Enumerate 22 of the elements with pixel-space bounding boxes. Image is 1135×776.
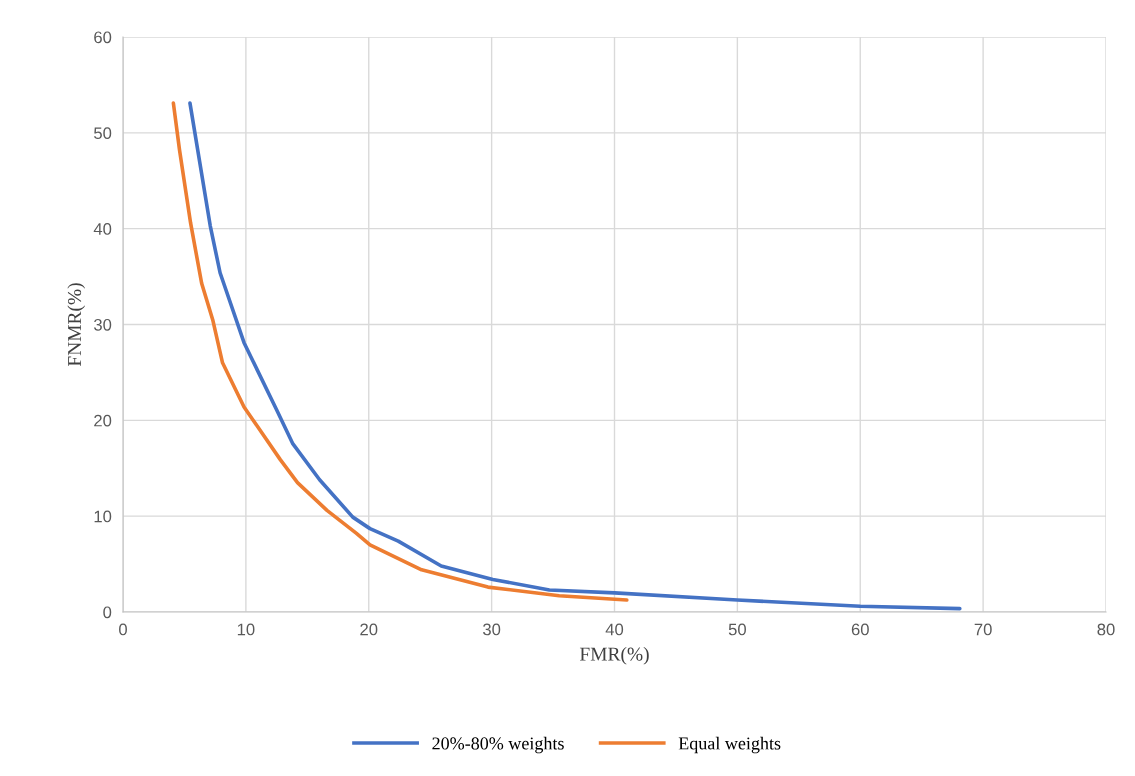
y-axis-title: FNMR(%) (67, 283, 86, 367)
y-tick-label: 30 (93, 318, 112, 331)
legend-label: 20%-80% weights (432, 736, 564, 754)
x-tick-label: 80 (1097, 623, 1115, 636)
x-tick-label: 60 (851, 623, 869, 636)
x-axis-title: FMR(%) (579, 646, 649, 665)
y-tick-label: 20 (94, 414, 112, 427)
x-tick-label: 40 (605, 623, 624, 636)
line-series (188, 101, 962, 611)
x-tick-label: 50 (728, 623, 746, 636)
line-series (171, 101, 629, 602)
x-tick-label: 0 (119, 623, 127, 636)
y-tick-label: 40 (93, 223, 112, 235)
legend-label: Equal weights (678, 736, 781, 754)
y-tick-label: 50 (94, 127, 112, 140)
y-tick-label: 60 (94, 31, 112, 44)
x-tick-label: 10 (237, 623, 255, 636)
y-tick-label: 10 (94, 510, 112, 523)
x-tick-label: 20 (360, 623, 378, 636)
x-tick-label: 30 (482, 623, 501, 636)
x-tick-label: 70 (974, 623, 992, 636)
y-tick-label: 0 (103, 606, 112, 619)
